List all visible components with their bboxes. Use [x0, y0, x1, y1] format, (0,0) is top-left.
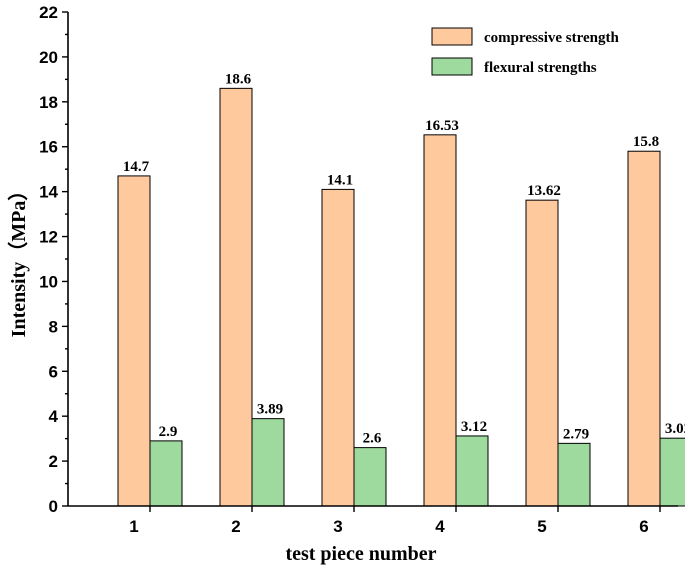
bar-series-1-cat-5	[525, 199, 559, 507]
y-tick-label: 0	[49, 497, 58, 516]
bar-series-2-cat-6	[659, 437, 685, 507]
y-tick-label: 4	[49, 407, 59, 426]
x-axis-title: test piece number	[285, 543, 436, 565]
legend-swatch-series-2	[431, 57, 473, 76]
x-tick-label-2: 2	[231, 517, 240, 536]
legend-label-series-1: compressive strength	[484, 30, 620, 46]
data-label-series-2-cat-1: 2.9	[159, 424, 178, 440]
data-label-series-1-cat-5: 13.62	[527, 183, 561, 199]
y-tick-label: 2	[49, 452, 58, 471]
data-label-series-2-cat-6: 3.02	[665, 421, 685, 437]
x-tick-label-3: 3	[333, 517, 342, 536]
data-label-series-1-cat-4: 16.53	[425, 118, 459, 134]
data-label-series-1-cat-3: 14.1	[327, 172, 353, 188]
bar-series-1-cat-1	[117, 175, 151, 507]
bar-series-1-cat-4	[423, 134, 457, 507]
data-label-series-2-cat-2: 3.89	[257, 402, 283, 418]
y-tick-label: 6	[49, 362, 58, 381]
data-label-series-1-cat-2: 18.6	[225, 71, 252, 87]
data-label-series-2-cat-3: 2.6	[363, 431, 382, 447]
y-tick-label: 18	[39, 93, 58, 112]
bar-series-2-cat-4	[455, 435, 489, 507]
legend-label-series-2: flexural strengths	[484, 60, 597, 76]
data-label-series-2-cat-4: 3.12	[461, 419, 487, 435]
bar-series-2-cat-3	[353, 447, 387, 507]
bar-series-2-cat-5	[557, 442, 591, 507]
y-tick-label: 8	[49, 317, 58, 336]
y-tick-label: 20	[39, 48, 58, 67]
x-tick-label-1: 1	[129, 517, 138, 536]
bar-series-1-cat-2	[219, 87, 253, 507]
bar-series-2-cat-2	[251, 418, 285, 507]
data-label-series-1-cat-6: 15.8	[633, 134, 659, 150]
x-tick-label-5: 5	[537, 517, 546, 536]
bar-series-1-cat-3	[321, 188, 355, 507]
bars-layer	[117, 87, 685, 507]
data-label-series-1-cat-1: 14.7	[123, 159, 150, 175]
y-tick-label: 16	[39, 138, 58, 157]
y-tick-label: 12	[39, 228, 58, 247]
y-tick-label: 14	[39, 183, 58, 202]
bar-series-1-cat-6	[627, 150, 661, 507]
y-tick-label: 22	[39, 3, 58, 22]
x-tick-label-6: 6	[639, 517, 648, 536]
y-axis-title: Intensity（MPa）	[7, 181, 30, 338]
legend-swatch-series-1	[431, 27, 473, 46]
data-labels-layer: 14.7 18.6 14.1 16.53 13.62 15.8 2.9 3.89 2.6 3.12…	[123, 71, 685, 446]
bar-series-2-cat-1	[149, 440, 183, 507]
data-label-series-2-cat-5: 2.79	[563, 426, 589, 442]
y-tick-label: 10	[39, 272, 58, 291]
x-tick-label-4: 4	[435, 517, 445, 536]
legend: compressive strength flexural strengths	[431, 27, 620, 76]
